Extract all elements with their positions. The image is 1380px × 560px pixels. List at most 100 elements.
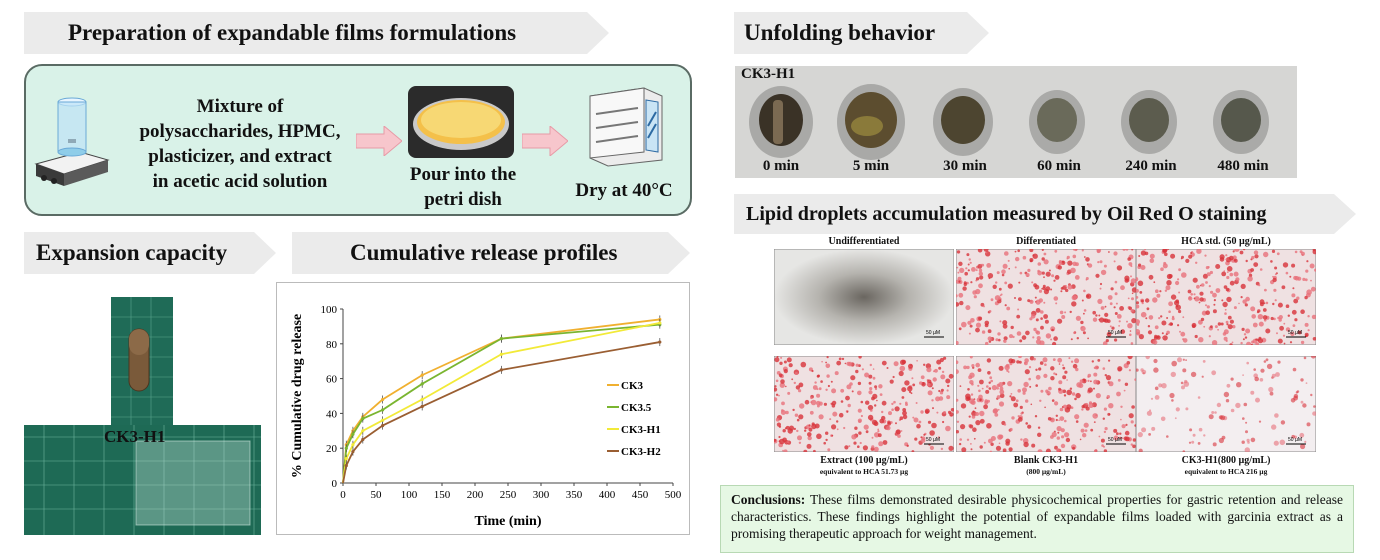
lipid-droplet <box>1271 249 1276 253</box>
lipid-droplet <box>956 294 958 298</box>
lipid-droplet <box>1229 272 1234 277</box>
lipid-droplet <box>1197 442 1201 445</box>
lipid-droplet <box>775 393 779 396</box>
lipid-droplet <box>924 408 930 414</box>
lipid-droplet <box>1096 249 1102 253</box>
lipid-droplet <box>1043 252 1047 256</box>
lipid-droplet <box>1027 424 1032 429</box>
lipid-droplet <box>857 408 862 413</box>
lipid-droplet <box>1229 343 1233 345</box>
lipid-droplet <box>946 389 949 392</box>
lipid-droplet <box>985 251 988 254</box>
lipid-droplet <box>1159 290 1162 293</box>
lipid-droplet <box>960 403 967 409</box>
unfold-title: Unfolding behavior <box>734 12 989 54</box>
lipid-droplet <box>1244 447 1250 452</box>
lipid-droplet <box>857 381 862 386</box>
lipid-droplet <box>1131 297 1134 301</box>
lipid-droplet <box>1240 283 1246 289</box>
lipid-droplet <box>1055 414 1058 417</box>
lipid-droplet <box>886 367 889 369</box>
lipid-droplet <box>1179 330 1181 333</box>
lipid-droplet <box>1113 435 1119 441</box>
lipid-droplet <box>1120 329 1126 334</box>
lipid-droplet <box>1083 312 1085 315</box>
lipid-droplet <box>1035 301 1037 303</box>
lipid-droplet <box>1097 261 1100 264</box>
lipid-droplet <box>1199 291 1204 296</box>
lipid-droplet <box>1033 357 1036 361</box>
lipid-droplet <box>1008 358 1014 364</box>
lipid-droplet <box>1221 271 1227 277</box>
lipid-droplet <box>818 414 824 420</box>
lipid-droplet <box>1025 330 1030 336</box>
lipid-droplet <box>1114 280 1118 284</box>
lipid-droplet <box>857 445 860 448</box>
lipid-droplet <box>894 406 900 412</box>
lipid-droplet <box>992 284 997 289</box>
lipid-droplet <box>1146 307 1150 311</box>
lipid-droplet <box>1127 356 1133 360</box>
lipid-droplet <box>873 446 879 452</box>
lipid-droplet <box>1018 281 1021 284</box>
lipid-droplet <box>874 387 878 391</box>
lipid-droplet <box>977 384 980 387</box>
lipid-droplet <box>872 368 875 370</box>
lipid-droplet <box>1075 367 1079 372</box>
lipid-droplet <box>844 362 847 365</box>
lipid-droplet <box>1001 273 1005 277</box>
lipid-droplet <box>959 438 962 441</box>
lipid-droplet <box>1201 375 1204 378</box>
lipid-droplet <box>975 277 980 281</box>
lipid-droplet <box>1043 301 1046 304</box>
lipid-droplet <box>1148 433 1151 436</box>
lipid-droplet <box>888 411 892 416</box>
lipid-droplet <box>999 389 1005 395</box>
lipid-droplet <box>971 364 975 368</box>
lipid-droplet <box>1117 378 1121 382</box>
unfold-time-5: 480 min <box>1217 158 1269 174</box>
lipid-droplet <box>860 414 863 418</box>
lipid-droplet <box>1027 268 1031 272</box>
lipid-droplet <box>1072 446 1076 450</box>
lipid-droplet <box>1073 331 1076 335</box>
series-line-CK3-H1 <box>342 322 660 484</box>
lipid-droplet <box>1110 287 1114 291</box>
lipid-droplet <box>1098 314 1101 317</box>
lipid-droplet <box>1080 326 1083 329</box>
lipid-droplet <box>991 385 997 391</box>
lipid-droplet <box>781 409 784 412</box>
lipid-droplet <box>1271 373 1276 378</box>
lipid-droplet <box>978 389 981 393</box>
lipid-droplet <box>1212 442 1217 447</box>
lipid-droplet <box>1116 314 1122 319</box>
lipid-droplet <box>1117 366 1123 372</box>
lipid-droplet <box>1263 360 1267 363</box>
lipid-droplet <box>1168 274 1173 279</box>
lipid-droplet <box>1258 321 1264 327</box>
lipid-droplet <box>858 356 862 359</box>
lipid-droplet <box>988 340 992 343</box>
lipid-droplet <box>958 442 962 446</box>
lipid-droplet <box>1225 399 1230 403</box>
lipid-droplet <box>812 385 818 390</box>
lipid-droplet <box>1304 295 1308 300</box>
lipid-droplet <box>1078 383 1084 389</box>
lipid-droplet <box>1205 281 1208 284</box>
lipid-droplet <box>999 393 1005 398</box>
lipid-droplet <box>1119 432 1122 435</box>
lipid-droplet <box>1064 311 1067 314</box>
stain-image-hca: 50 µM <box>1136 249 1316 345</box>
lipid-droplet <box>1050 338 1053 341</box>
lipid-droplet <box>970 281 973 284</box>
lipid-droplet <box>1154 334 1158 338</box>
lipid-droplet <box>1018 297 1022 301</box>
lipid-droplet <box>1217 328 1219 331</box>
lipid-droplet <box>990 379 993 383</box>
lipid-droplet <box>1300 340 1305 345</box>
lipid-droplet <box>1147 325 1151 328</box>
lipid-droplet <box>1104 318 1109 323</box>
lipid-droplet <box>1230 408 1235 413</box>
lipid-droplet <box>816 393 821 398</box>
lipid-droplet <box>1280 420 1286 425</box>
